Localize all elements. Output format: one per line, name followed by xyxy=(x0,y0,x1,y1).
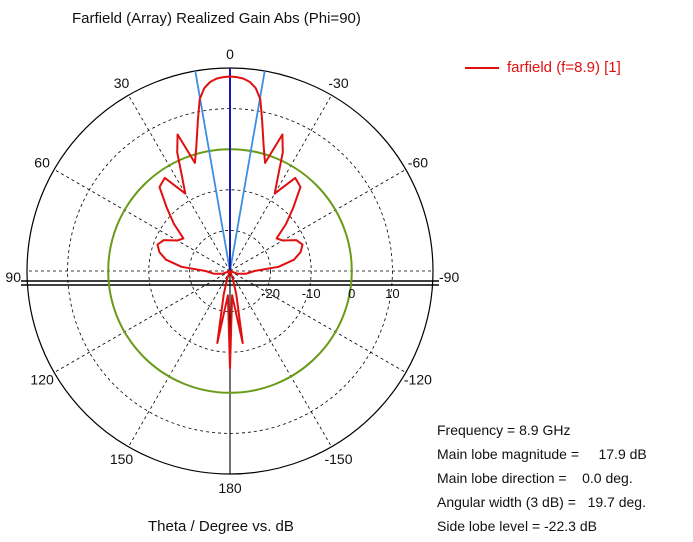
legend-label: farfield (f=8.9) [1] xyxy=(507,59,621,76)
x-axis-label: Theta / Degree vs. dB xyxy=(148,518,294,535)
grid-spoke xyxy=(229,270,332,448)
angle-tick-label: -120 xyxy=(404,372,432,388)
grid-spoke xyxy=(229,270,407,373)
stat-angular-width: Angular width (3 dB) = 19.7 deg. xyxy=(437,494,646,510)
radial-tick-label: 0 xyxy=(348,286,355,301)
radial-tick-label: 10 xyxy=(385,286,399,301)
grid-spoke xyxy=(128,270,231,448)
stats-panel: Frequency = 8.9 GHz Main lobe magnitude … xyxy=(437,418,647,538)
pattern-series xyxy=(156,75,304,370)
angle-tick-label: -90 xyxy=(439,269,459,285)
stat-side-lobe-level: Side lobe level = -22.3 dB xyxy=(437,518,597,534)
stat-main-lobe-direction: Main lobe direction = 0.0 deg. xyxy=(437,470,633,486)
beam-lines-layer xyxy=(194,68,266,272)
grid-spoke xyxy=(53,169,231,272)
beamwidth-line xyxy=(194,70,231,272)
angle-tick-label: -60 xyxy=(408,155,428,171)
legend: farfield (f=8.9) [1] xyxy=(465,59,621,76)
pattern-layer xyxy=(156,75,304,370)
grid-spoke xyxy=(128,94,231,272)
chart-title: Farfield (Array) Realized Gain Abs (Phi=… xyxy=(72,10,361,27)
tick-labels-layer: 0 30 60 90 120 150 180 -150 -120 -90 -60 -30 -20 -10 0… xyxy=(5,46,459,496)
grid-spoke xyxy=(229,94,332,272)
angle-tick-label: 30 xyxy=(114,75,130,91)
angle-tick-label: 90 xyxy=(5,269,21,285)
radial-tick-label: -20 xyxy=(261,286,280,301)
angle-tick-label: 150 xyxy=(110,451,134,467)
angle-tick-label: 120 xyxy=(30,372,54,388)
angle-tick-label: -30 xyxy=(328,75,348,91)
angle-tick-label: 0 xyxy=(226,46,234,62)
angle-tick-label: 180 xyxy=(218,480,242,496)
stat-main-lobe-magnitude: Main lobe magnitude = 17.9 dB xyxy=(437,446,647,462)
legend-swatch xyxy=(465,66,499,69)
grid-spoke xyxy=(53,270,231,373)
beamwidth-line xyxy=(229,70,266,272)
angle-tick-label: 60 xyxy=(34,155,50,171)
grid-ring xyxy=(188,229,271,312)
radial-tick-label: -10 xyxy=(302,286,321,301)
grid-spoke xyxy=(229,169,407,272)
angle-tick-label: -150 xyxy=(324,451,352,467)
stat-frequency: Frequency = 8.9 GHz xyxy=(437,422,571,438)
